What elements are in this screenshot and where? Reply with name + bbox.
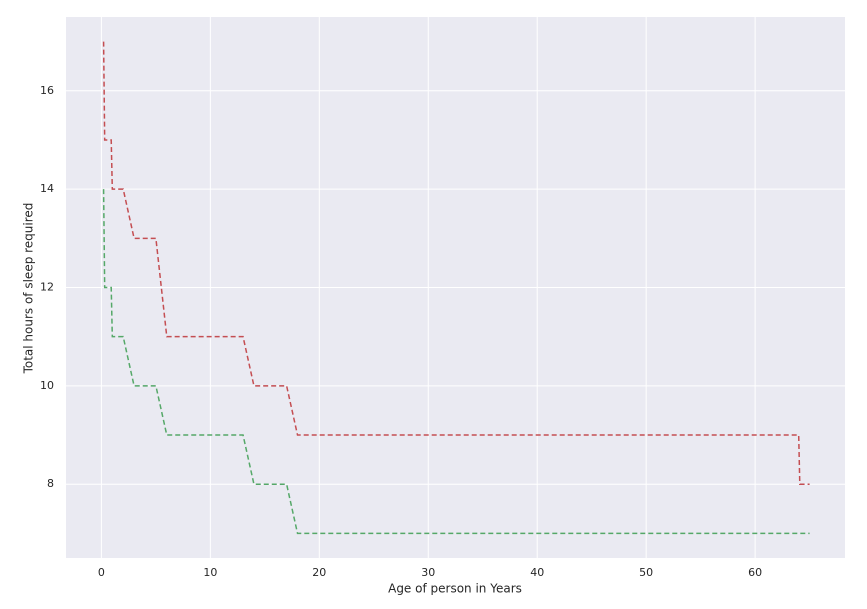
x-tick-label: 30 (421, 566, 435, 579)
y-tick-label: 10 (40, 379, 54, 392)
x-tick-label: 10 (203, 566, 217, 579)
x-tick-label: 60 (748, 566, 762, 579)
y-tick-label: 12 (40, 281, 54, 294)
x-tick-label: 20 (312, 566, 326, 579)
y-tick-label: 14 (40, 182, 54, 195)
y-tick-label: 8 (47, 477, 54, 490)
line (102, 41, 810, 485)
x-tick-label: 40 (530, 566, 544, 579)
y-tick-label: 16 (40, 84, 54, 97)
x-tick-label: 0 (98, 566, 105, 579)
x-axis-label: Age of person in Years (388, 582, 522, 596)
y-axis-label: Total hours of sleep required (22, 203, 36, 375)
line (102, 189, 810, 535)
x-tick-label: 50 (639, 566, 653, 579)
